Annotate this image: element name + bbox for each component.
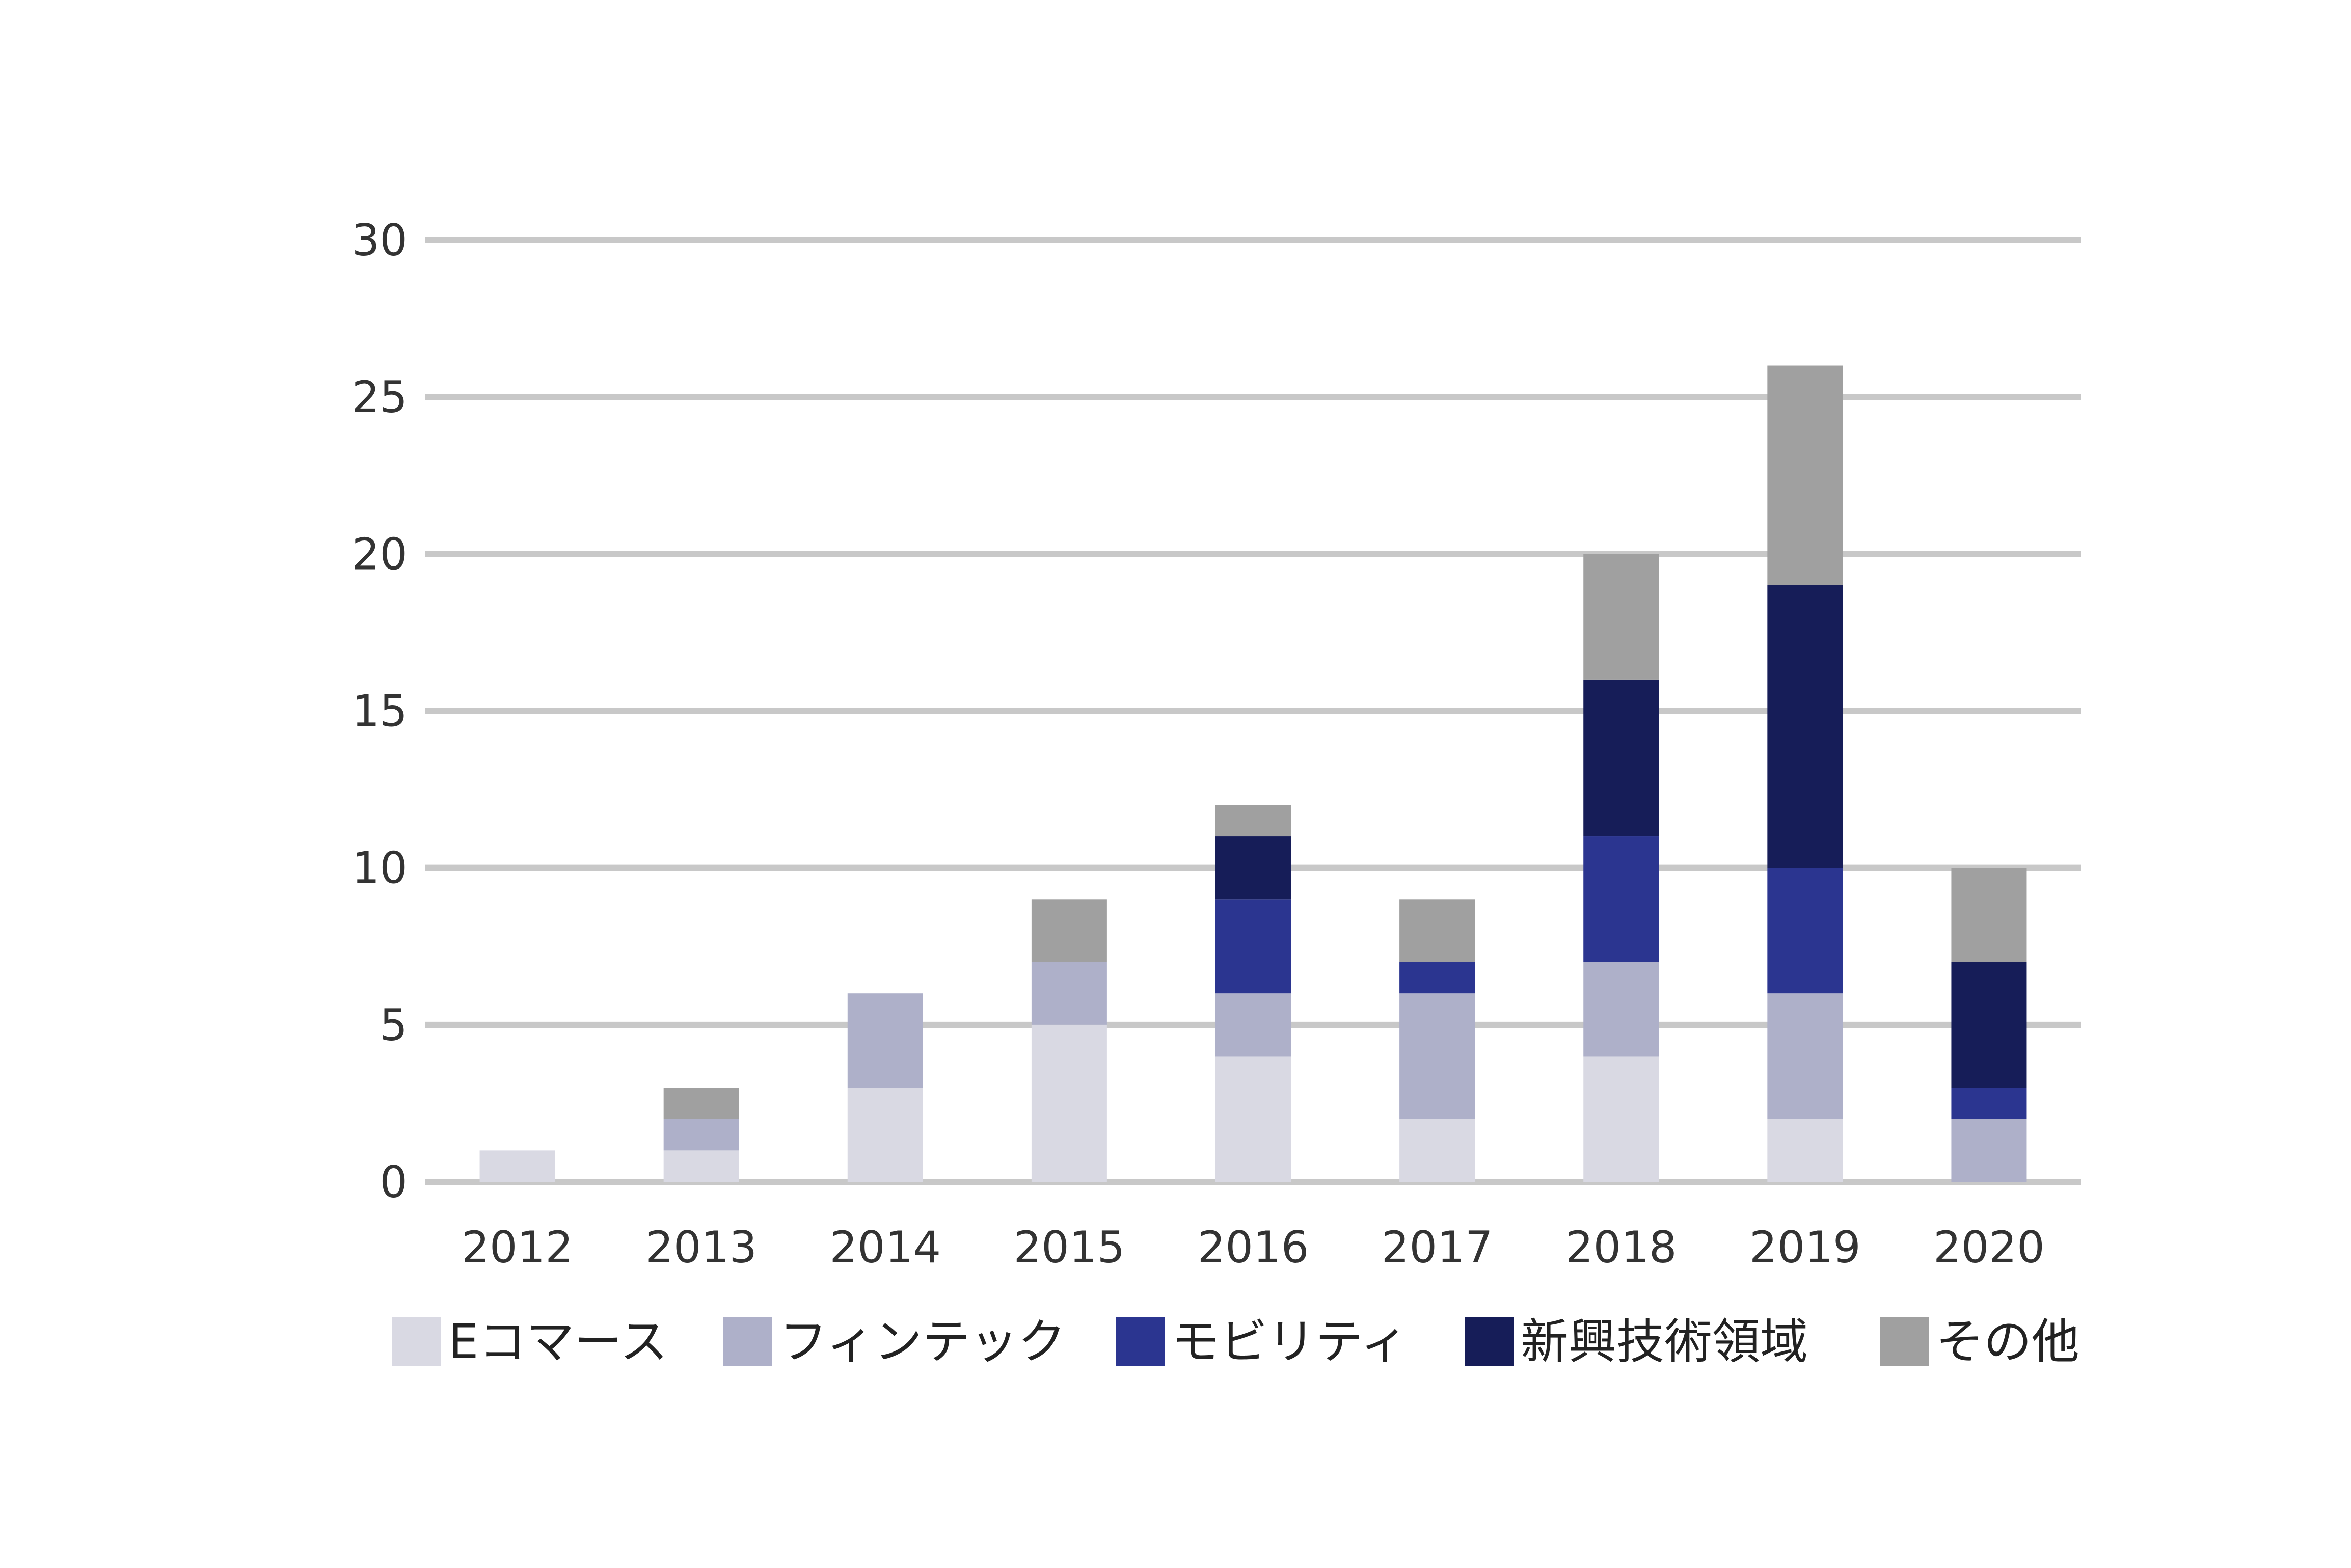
bar-segment xyxy=(1951,1088,2027,1119)
bar-segment xyxy=(663,1088,739,1119)
bar-segment xyxy=(847,993,923,1088)
y-tick-label: 0 xyxy=(380,1157,408,1208)
x-tick-label: 2018 xyxy=(1565,1222,1677,1273)
bar-segment xyxy=(1215,993,1291,1057)
bar-segment xyxy=(1951,1119,2027,1182)
x-tick-label: 2012 xyxy=(462,1222,573,1273)
bar-segment xyxy=(847,1088,923,1182)
bar-segment xyxy=(1399,993,1475,1119)
bar-segment xyxy=(1583,679,1659,837)
bar-segment xyxy=(1031,962,1107,1025)
bar-segment xyxy=(1583,836,1659,962)
legend-swatch xyxy=(1465,1317,1514,1366)
bars xyxy=(479,365,2027,1182)
bar-segment xyxy=(1767,365,1843,585)
bar-segment xyxy=(1399,962,1475,994)
x-tick-label: 2013 xyxy=(645,1222,757,1273)
legend-swatch xyxy=(392,1317,441,1366)
y-tick-label: 5 xyxy=(380,1000,408,1051)
bar-segment xyxy=(1951,962,2027,1088)
bar-segment xyxy=(1767,585,1843,868)
legend: Eコマース フィンテック モビリティ 新興技術領域 その他 xyxy=(392,1314,2079,1370)
x-tick-label: 2019 xyxy=(1749,1222,1861,1273)
legend-label: モビリティ xyxy=(1172,1314,1408,1370)
x-tick-label: 2015 xyxy=(1013,1222,1125,1273)
x-tick-label: 2016 xyxy=(1198,1222,1309,1273)
x-tick-label: 2020 xyxy=(1933,1222,2045,1273)
y-tick-label: 20 xyxy=(352,529,408,580)
bar-segment xyxy=(1399,1119,1475,1182)
bar-segment xyxy=(1215,1056,1291,1182)
bar-segment xyxy=(1767,868,1843,994)
legend-label: フィンテック xyxy=(779,1314,1066,1370)
y-tick-label: 10 xyxy=(352,843,408,894)
x-tick-label: 2017 xyxy=(1382,1222,1493,1273)
bar-segment xyxy=(479,1150,555,1182)
y-tick-label: 25 xyxy=(352,372,408,423)
legend-swatch xyxy=(1116,1317,1165,1366)
bar-segment xyxy=(1583,1056,1659,1182)
x-tick-label: 2014 xyxy=(829,1222,941,1273)
bar-segment xyxy=(1583,962,1659,1057)
legend-swatch xyxy=(723,1317,772,1366)
y-tick-label: 15 xyxy=(352,686,408,737)
legend-label: その他 xyxy=(1936,1314,2079,1370)
bar-segment xyxy=(1951,868,2027,962)
bar-segment xyxy=(1583,554,1659,680)
bar-segment xyxy=(1767,1119,1843,1182)
legend-label: 新興技術領域 xyxy=(1521,1314,1808,1370)
legend-label: Eコマース xyxy=(448,1314,668,1370)
bar-segment xyxy=(1767,993,1843,1119)
bar-segment xyxy=(663,1150,739,1182)
bar-segment xyxy=(663,1119,739,1151)
bar-segment xyxy=(1215,899,1291,994)
legend-swatch xyxy=(1880,1317,1929,1366)
y-tick-label: 30 xyxy=(352,215,408,266)
axis-labels: 0 5 10 15 20 25 30 2012 2013 2014 2015 2016 2017 2018… xyxy=(352,215,2045,1273)
bar-segment xyxy=(1031,1024,1107,1182)
bar-segment xyxy=(1399,899,1475,962)
bar-segment xyxy=(1215,836,1291,900)
bar-segment xyxy=(1215,805,1291,837)
bar-segment xyxy=(1031,899,1107,962)
